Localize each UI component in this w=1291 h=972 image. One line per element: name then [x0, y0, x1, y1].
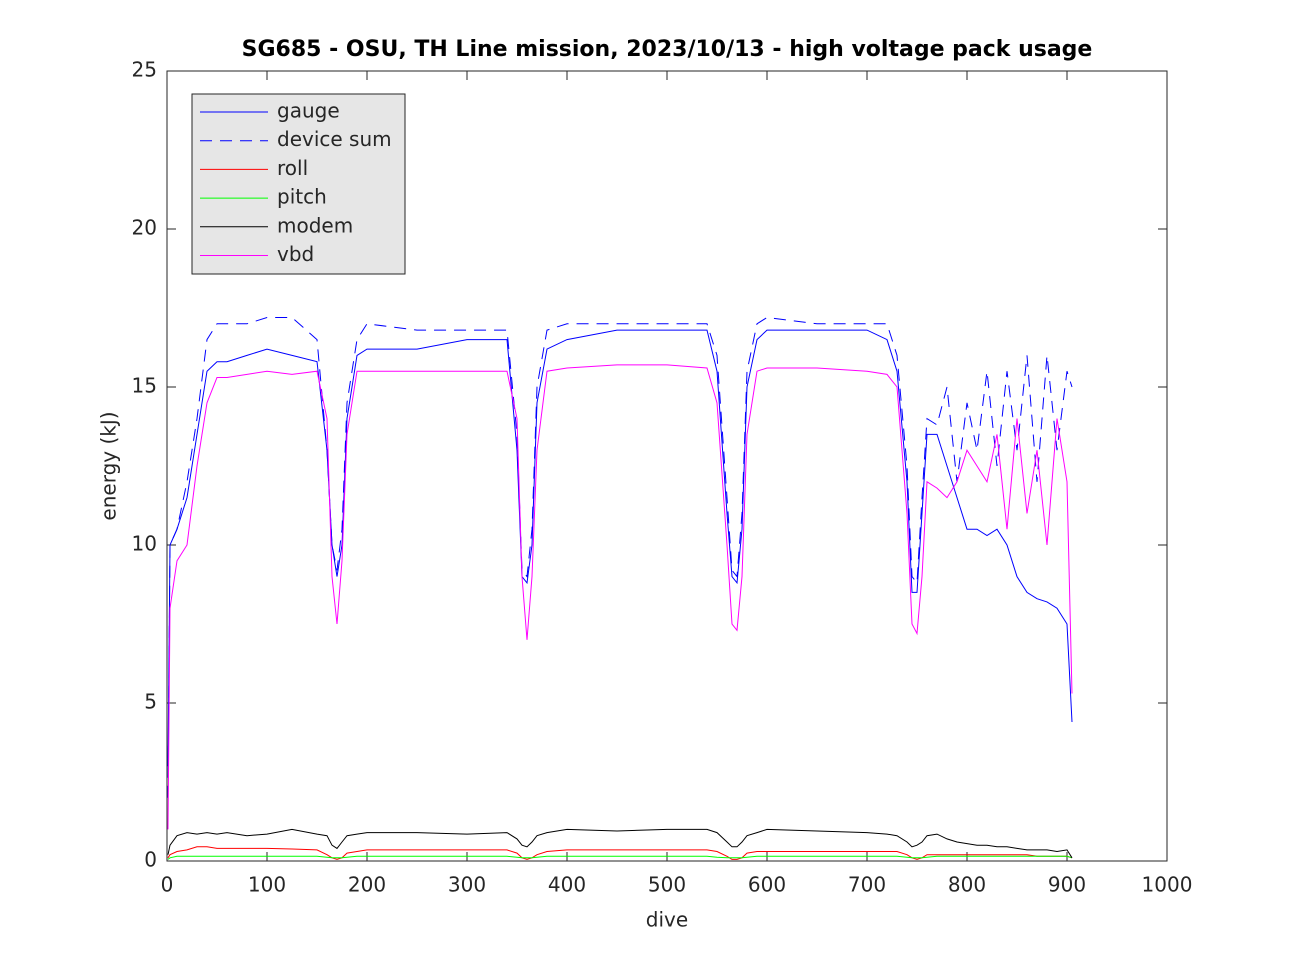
series-line [167, 364, 1073, 830]
x-tick-label: 0 [161, 873, 174, 897]
series-line [167, 828, 1073, 859]
y-tick-label: 0 [144, 848, 157, 872]
legend-label: vbd [277, 242, 314, 266]
y-axis-label: energy (kJ) [97, 411, 121, 520]
legend: gauge device sum roll pitch modem vbd [191, 93, 406, 275]
x-tick-label: 300 [448, 873, 486, 897]
y-tick-label: 15 [132, 374, 157, 398]
y-tick-label: 10 [132, 532, 157, 556]
x-tick-label: 800 [948, 873, 986, 897]
legend-label: pitch [277, 185, 327, 209]
x-tick-label: 900 [1048, 873, 1086, 897]
y-tick-label: 25 [132, 58, 157, 82]
legend-label: roll [277, 156, 308, 180]
legend-label: gauge [277, 99, 340, 123]
legend-label: device sum [277, 127, 392, 151]
x-tick-label: 400 [548, 873, 586, 897]
x-tick-label: 700 [848, 873, 886, 897]
chart-title: SG685 - OSU, TH Line mission, 2023/10/13… [242, 37, 1093, 62]
series-line [167, 316, 1073, 798]
x-tick-label: 200 [348, 873, 386, 897]
legend-box [191, 93, 406, 275]
x-tick-label: 100 [248, 873, 286, 897]
legend-label: modem [277, 213, 353, 237]
series-line [167, 846, 1073, 860]
series-line [167, 855, 1073, 860]
x-tick-label: 1000 [1142, 873, 1193, 897]
x-tick-label: 500 [648, 873, 686, 897]
x-axis-label: dive [646, 908, 688, 932]
x-tick-label: 600 [748, 873, 786, 897]
y-tick-label: 5 [144, 690, 157, 714]
y-tick-label: 20 [132, 216, 157, 240]
series-line [167, 329, 1073, 767]
